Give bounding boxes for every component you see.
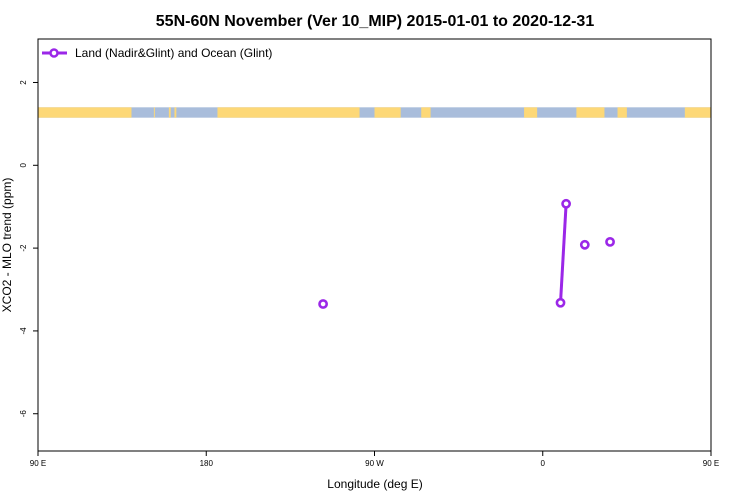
- chart-title: 55N-60N November (Ver 10_MIP) 2015-01-01…: [156, 13, 595, 30]
- series-group: [318, 198, 615, 309]
- y-tick-label: 0: [19, 163, 28, 168]
- y-tick-label: -2: [19, 244, 28, 252]
- y-axis: 2 0 -2 -4 -6: [19, 80, 38, 418]
- x-tick-label: 180: [200, 459, 214, 468]
- land-segment: [617, 107, 627, 118]
- land-segment: [374, 107, 401, 118]
- legend-point-marker: [49, 48, 59, 58]
- x-tick-label: 90 W: [365, 459, 384, 468]
- y-tick-label: -4: [19, 327, 28, 335]
- x-tick-label: 0: [541, 459, 546, 468]
- land-segment: [153, 107, 155, 118]
- land-segment: [174, 107, 177, 118]
- data-point: [318, 299, 328, 309]
- data-point: [579, 239, 590, 250]
- land-segment: [168, 107, 171, 118]
- land-segment: [684, 107, 711, 118]
- x-axis-label: Longitude (deg E): [327, 477, 422, 491]
- legend: Land (Nadir&Glint) and Ocean (Glint): [42, 46, 272, 60]
- land-segment: [728, 107, 734, 117]
- legend-label: Land (Nadir&Glint) and Ocean (Glint): [75, 46, 272, 60]
- y-axis-label: XCO2 - MLO trend (ppm): [0, 178, 14, 313]
- land-segment: [38, 107, 132, 118]
- x-axis: 90 E 180 90 W 0 90 E: [30, 451, 719, 468]
- x-tick-label: 90 E: [30, 459, 46, 468]
- land-ocean-band: [38, 107, 734, 118]
- land-segment: [217, 107, 360, 118]
- land-segment: [576, 107, 605, 118]
- land-segment: [524, 107, 538, 118]
- land-segment: [421, 107, 431, 118]
- data-point: [561, 198, 572, 209]
- data-point: [555, 297, 566, 308]
- y-tick-label: 2: [19, 80, 28, 85]
- series-line: [559, 203, 568, 303]
- data-point: [605, 236, 615, 247]
- y-tick-label: -6: [19, 410, 28, 418]
- x-tick-label: 90 E: [703, 459, 719, 468]
